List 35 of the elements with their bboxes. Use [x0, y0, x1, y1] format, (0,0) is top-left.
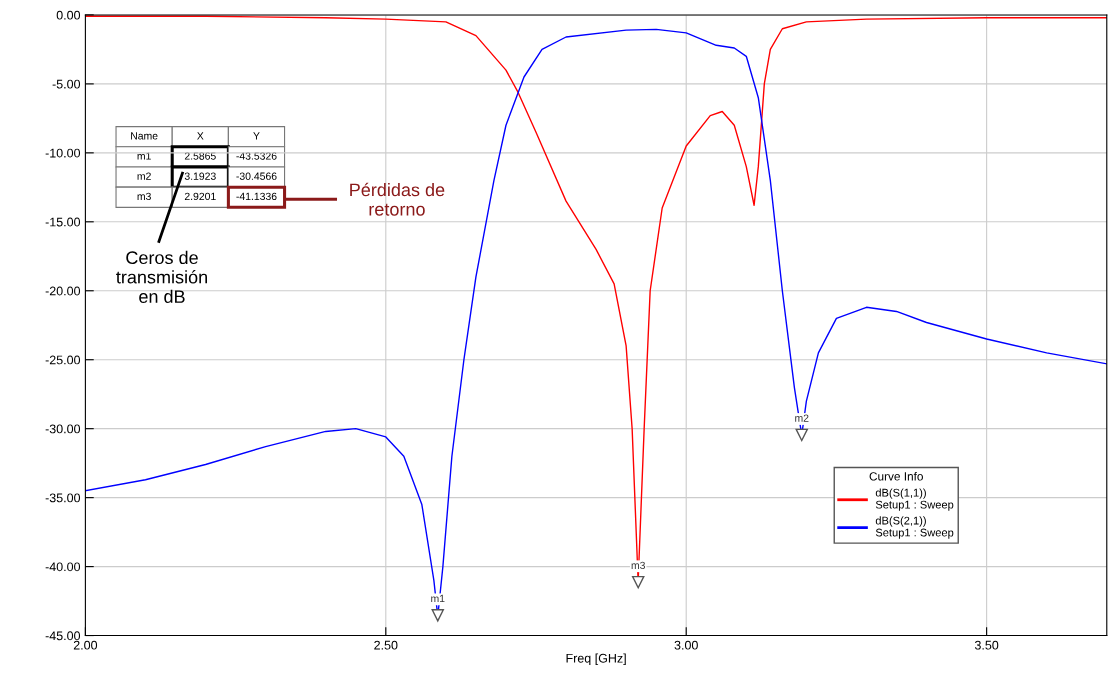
annotation: Name: [131, 132, 158, 140]
y-tick-label: -10.00: [45, 148, 81, 158]
y-tick-label: -40.00: [45, 562, 81, 572]
annotation: -30.4566: [236, 172, 277, 180]
annotation: m3: [137, 192, 151, 201]
y-tick-label: -35.00: [45, 493, 81, 503]
annotation: m3: [631, 561, 645, 570]
annotation: m2: [795, 414, 809, 422]
y-tick-label: -5.00: [52, 79, 81, 89]
x-tick-label: 3.00: [674, 640, 698, 650]
x-tick-label: 3.50: [974, 640, 999, 650]
annotation: Y: [253, 132, 260, 140]
y-tick-label: -25.00: [45, 355, 81, 365]
x-axis-title: Freq [GHz]: [566, 653, 626, 666]
y-tick-label: -15.00: [45, 217, 81, 227]
legend-title: Curve Info: [869, 471, 923, 481]
y-tick-label: -30.00: [45, 424, 81, 434]
x-tick-label: 2.50: [374, 640, 398, 650]
legend-label: dB(S(1,1)) Setup1 : Sweep: [875, 488, 954, 511]
annotation: m1: [137, 152, 151, 160]
annotation: 2.5865: [184, 152, 216, 160]
annotation: -43.5326: [236, 152, 277, 160]
legend-label: dB(S(2,1)) Setup1 : Sweep: [875, 516, 954, 539]
annotation: m1: [431, 594, 445, 603]
annotation: X: [197, 132, 204, 140]
annotation: -41.1336: [236, 192, 277, 201]
annotation: m2: [137, 172, 151, 180]
annotation: 2.9201: [184, 192, 216, 201]
annotation: 3.1923: [184, 172, 216, 180]
y-tick-label: -20.00: [45, 286, 81, 296]
y-tick-label: 0.00: [56, 10, 81, 20]
annotation: Ceros de transmisión en dB: [116, 250, 207, 303]
annotation: Pérdidas de retorno: [350, 182, 445, 216]
y-tick-label: -45.00: [45, 631, 81, 641]
x-tick-label: 2.00: [73, 640, 98, 650]
